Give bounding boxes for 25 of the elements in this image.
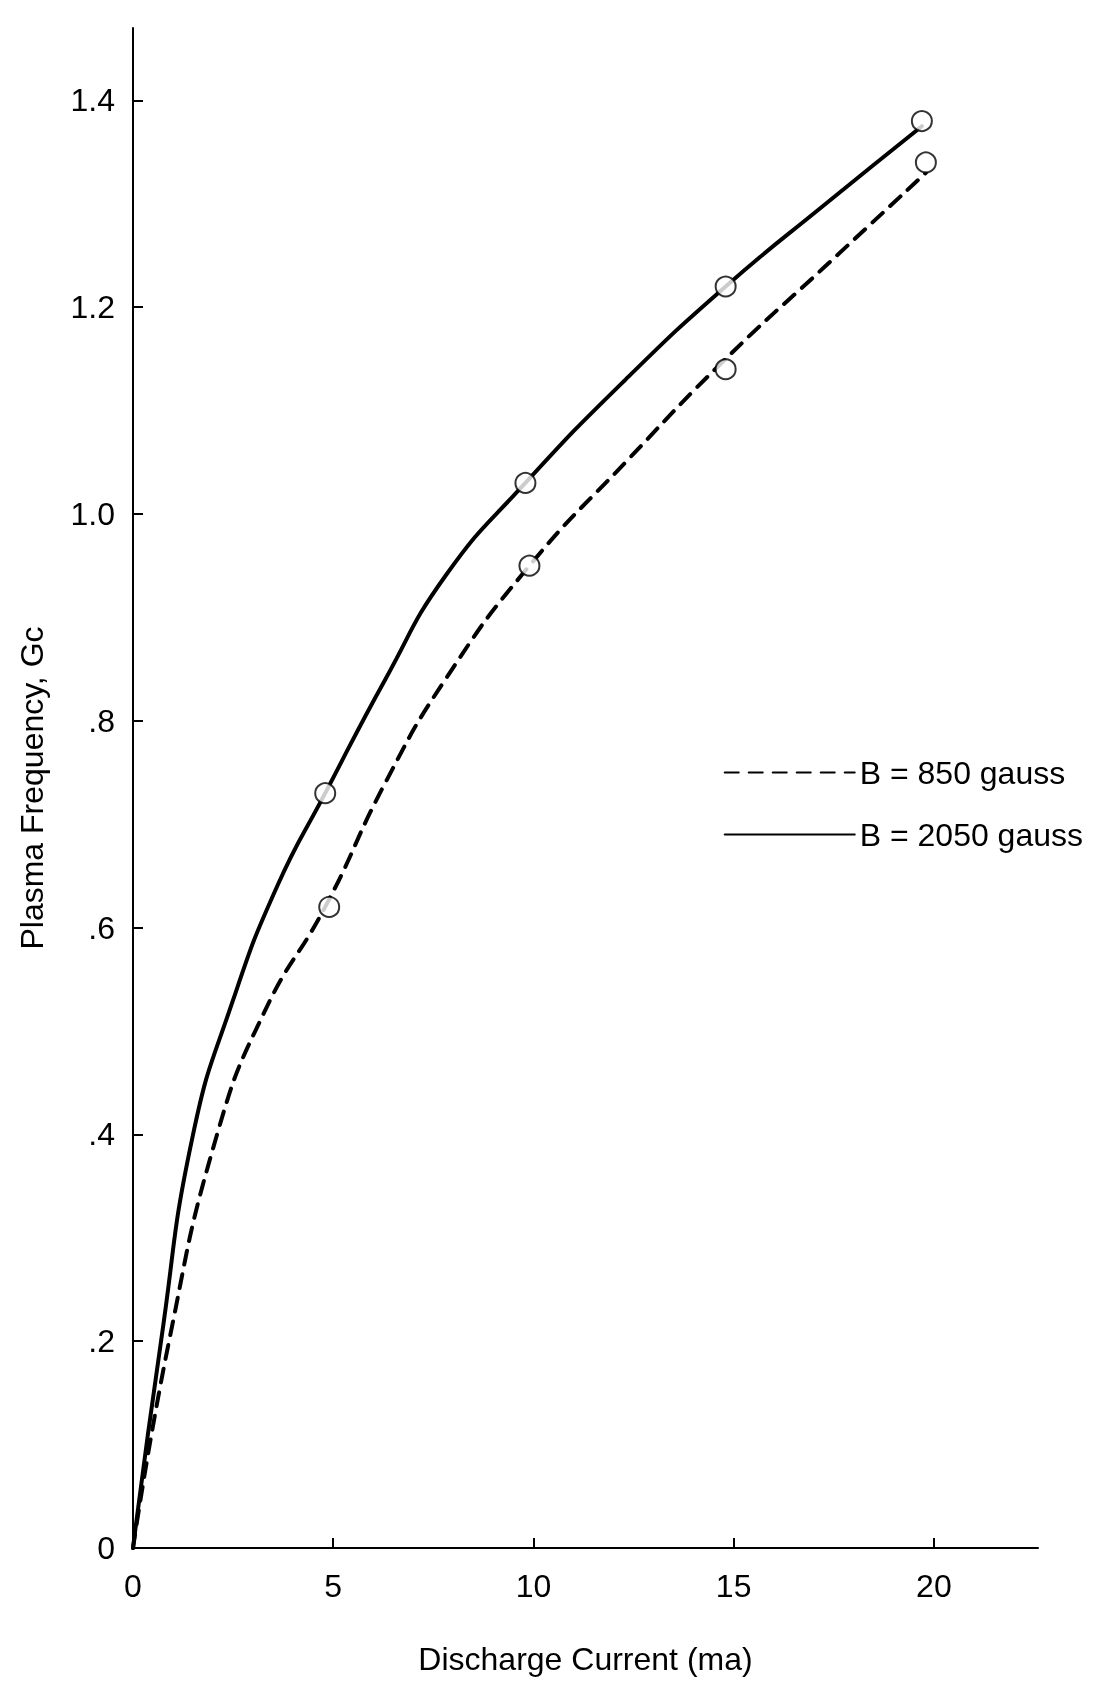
x-tick-label: 10: [515, 1568, 552, 1604]
point: [318, 895, 341, 918]
y-tick-label: .2: [88, 1323, 115, 1360]
point: [514, 471, 537, 494]
y-tick-label: 0: [97, 1530, 115, 1566]
point: [714, 358, 737, 381]
point: [714, 275, 737, 298]
y-tick-label: 1.0: [70, 495, 115, 532]
y-tick-label: .8: [88, 702, 115, 739]
legend-label: B = 850 gauss: [859, 754, 1066, 791]
y-axis-title: Plasma Frequency, Gc: [14, 626, 50, 950]
y-tick-label: 1.4: [70, 82, 115, 119]
x-tick-label: 20: [916, 1568, 952, 1604]
x-axis-title: Discharge Current (ma): [418, 1641, 753, 1677]
legend-label: B = 2050 gauss: [859, 816, 1083, 853]
x-tick-label: 15: [715, 1568, 752, 1604]
y-tick-label: 1.2: [70, 289, 115, 326]
x-tick-label: 5: [324, 1568, 343, 1604]
y-tick-label: .4: [88, 1116, 115, 1153]
point: [314, 782, 337, 805]
point: [518, 554, 541, 577]
point: [910, 110, 933, 133]
y-tick-label: .6: [88, 909, 115, 946]
x-tick-label: 0: [124, 1568, 142, 1604]
point: [914, 151, 937, 174]
